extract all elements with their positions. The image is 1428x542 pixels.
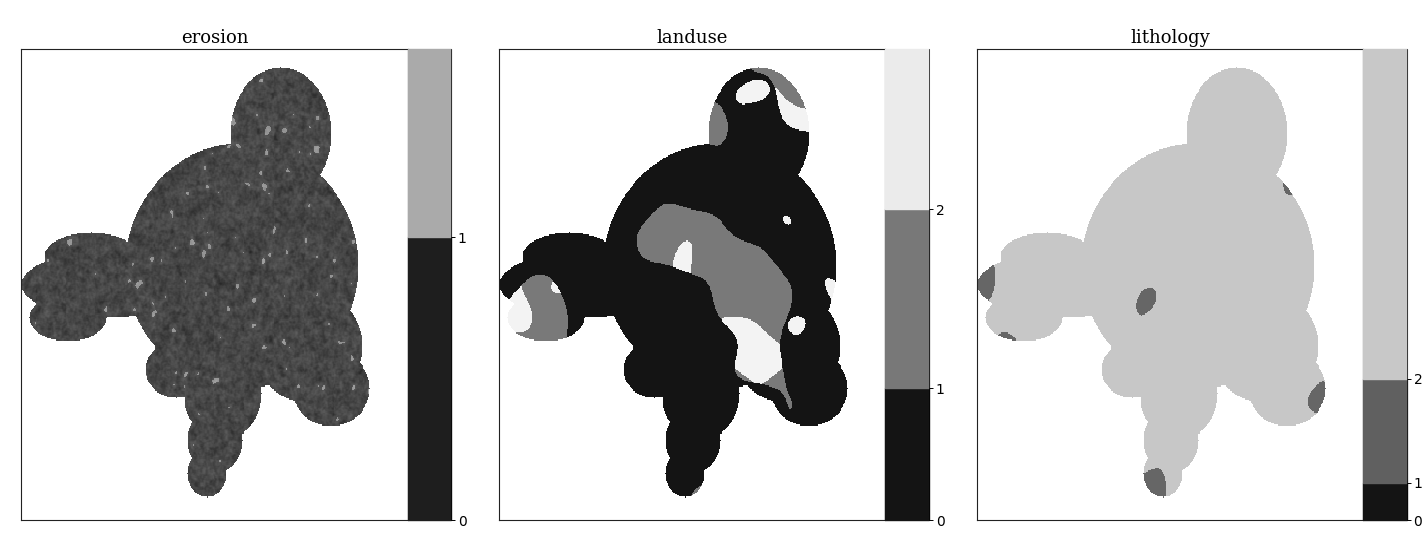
Title: lithology: lithology — [1130, 29, 1210, 47]
Bar — [1364, 482, 1407, 520]
Bar — [1364, 49, 1407, 379]
Bar — [1364, 379, 1407, 482]
Title: landuse: landuse — [657, 29, 728, 47]
Bar — [885, 388, 928, 520]
Bar — [885, 209, 928, 388]
Title: erosion: erosion — [181, 29, 248, 47]
Bar — [407, 49, 451, 237]
Bar — [885, 49, 928, 209]
Bar — [407, 237, 451, 520]
